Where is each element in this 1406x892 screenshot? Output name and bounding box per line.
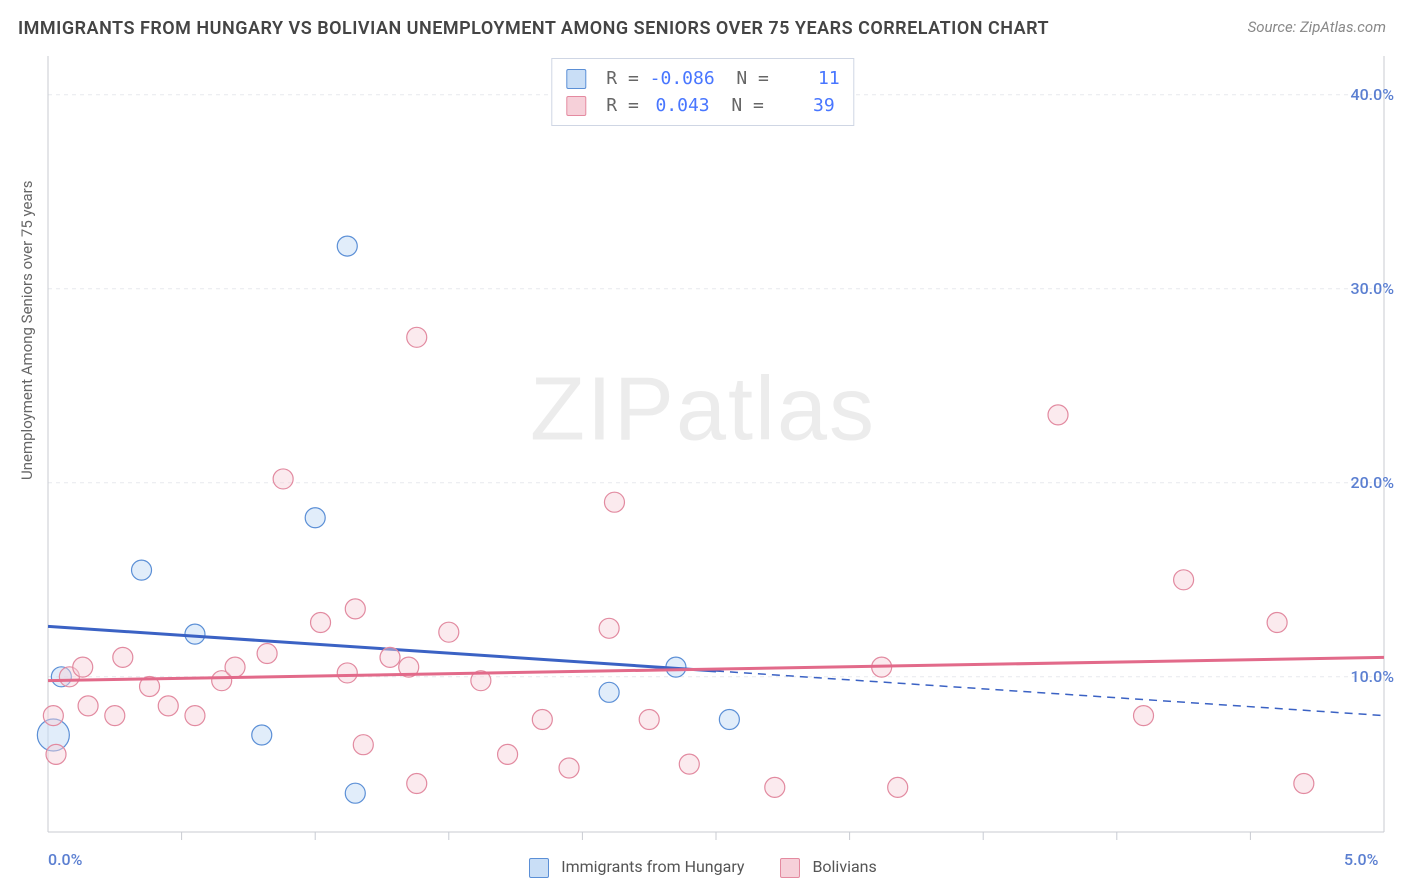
data-point [439,622,459,642]
data-point [1174,570,1194,590]
y-tick-label: 40.0% [1350,85,1394,104]
data-point [599,682,619,702]
correlation-legend: R = -0.086 N = 11 R = 0.043 N = 39 [551,58,854,126]
chart-container: IMMIGRANTS FROM HUNGARY VS BOLIVIAN UNEM… [0,0,1406,892]
r-value: -0.086 [650,65,715,92]
square-icon [780,858,800,878]
data-point [1048,405,1068,425]
data-point [888,777,908,797]
data-point [719,709,739,729]
r-value: 0.043 [650,92,710,119]
data-point [78,696,98,716]
data-point [353,735,373,755]
data-point [345,783,365,803]
y-tick-label: 30.0% [1350,279,1394,298]
square-icon [529,858,549,878]
data-point [46,744,66,764]
data-point [273,469,293,489]
legend-item: Immigrants from Hungary [529,857,744,878]
legend-row-hungary: R = -0.086 N = 11 [566,65,839,92]
y-axis-label: Unemployment Among Seniors over 75 years [18,181,36,480]
n-value: 39 [775,92,835,119]
data-point [679,754,699,774]
data-point [532,709,552,729]
data-point [185,706,205,726]
series-legend: Immigrants from Hungary Bolivians [0,857,1406,878]
data-point [252,725,272,745]
legend-item: Bolivians [780,857,876,878]
x-tick-label: 5.0% [1344,850,1378,869]
n-value: 11 [780,65,840,92]
data-point [1134,706,1154,726]
data-point [604,492,624,512]
data-point [305,508,325,528]
square-icon [566,69,586,89]
legend-row-bolivians: R = 0.043 N = 39 [566,92,839,119]
data-point [380,647,400,667]
y-tick-label: 10.0% [1350,667,1394,686]
square-icon [566,96,586,116]
data-point [765,777,785,797]
data-point [639,709,659,729]
data-point [1267,612,1287,632]
data-point [337,236,357,256]
data-point [225,657,245,677]
legend-label: Immigrants from Hungary [561,857,744,876]
data-point [113,647,133,667]
data-point [498,744,518,764]
data-point [407,774,427,794]
data-point [43,706,63,726]
x-tick-label: 0.0% [48,850,82,869]
data-point [132,560,152,580]
data-point [345,599,365,619]
data-point [311,612,331,632]
chart-title: IMMIGRANTS FROM HUNGARY VS BOLIVIAN UNEM… [18,18,1049,39]
data-point [158,696,178,716]
data-point [105,706,125,726]
data-point [407,327,427,347]
data-point [599,618,619,638]
data-point [337,663,357,683]
data-point [559,758,579,778]
data-point [185,624,205,644]
plot-svg [0,0,1406,892]
data-point [257,644,277,664]
data-point [73,657,93,677]
y-tick-label: 20.0% [1350,473,1394,492]
legend-label: Bolivians [812,857,876,876]
data-point [1294,774,1314,794]
source-label: Source: ZipAtlas.com [1248,18,1386,36]
